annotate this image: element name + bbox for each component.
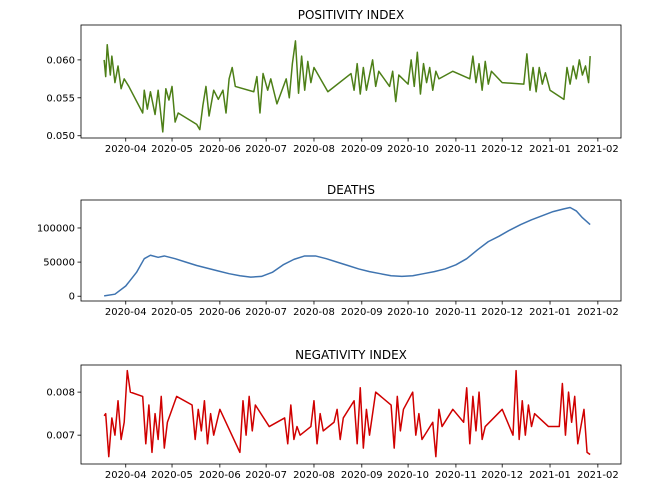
x-tick-label: 2020-11 [435,144,477,155]
x-tick-label: 2021-01 [529,470,571,481]
x-tick-label: 2020-12 [481,144,523,155]
x-tick-label: 2021-01 [529,144,571,155]
y-tick-label: 0.008 [46,388,75,399]
x-tick-label: 2020-11 [435,307,477,318]
x-tick-label: 2020-04 [105,470,147,481]
y-tick-label: 0.007 [46,431,75,442]
x-tick-label: 2020-07 [245,144,287,155]
axes-frame [80,24,622,139]
x-tick-label: 2020-10 [387,307,429,318]
x-tick-label: 2020-12 [481,470,523,481]
data-line [104,206,591,297]
y-tick-label: 0.050 [46,131,75,142]
axes-frame [80,364,622,465]
y-tick-label: 0.060 [46,55,75,66]
x-tick-label: 2020-05 [151,307,193,318]
x-tick-label: 2020-05 [151,144,193,155]
x-tick-label: 2021-01 [529,307,571,318]
y-tick-label: 100000 [37,223,75,234]
x-tick-label: 2020-10 [387,144,429,155]
x-tick-label: 2020-04 [105,144,147,155]
x-tick-label: 2020-12 [481,307,523,318]
x-tick-label: 2021-02 [577,144,619,155]
x-tick-label: 2020-04 [105,307,147,318]
x-tick-label: 2020-08 [293,307,335,318]
x-tick-label: 2020-11 [435,470,477,481]
chart-title: POSITIVITY INDEX [298,8,405,22]
x-tick-label: 2020-08 [293,470,335,481]
y-tick-label: 0 [69,292,75,303]
x-tick-label: 2020-08 [293,144,335,155]
x-tick-label: 2020-06 [199,307,241,318]
axes-frame [80,199,622,302]
x-tick-label: 2020-07 [245,470,287,481]
x-tick-label: 2020-06 [199,144,241,155]
x-tick-label: 2020-09 [341,144,383,155]
x-tick-label: 2020-06 [199,470,241,481]
data-line [103,369,591,458]
x-tick-label: 2020-10 [387,470,429,481]
data-line [103,40,591,133]
x-tick-label: 2020-07 [245,307,287,318]
chart-title: DEATHS [327,183,375,197]
x-tick-label: 2021-02 [577,470,619,481]
chart-title: NEGATIVITY INDEX [295,348,407,362]
x-tick-label: 2020-09 [341,470,383,481]
x-tick-label: 2020-05 [151,470,193,481]
y-tick-label: 50000 [43,258,75,269]
x-tick-label: 2020-09 [341,307,383,318]
y-tick-label: 0.055 [46,93,75,104]
x-tick-label: 2021-02 [577,307,619,318]
